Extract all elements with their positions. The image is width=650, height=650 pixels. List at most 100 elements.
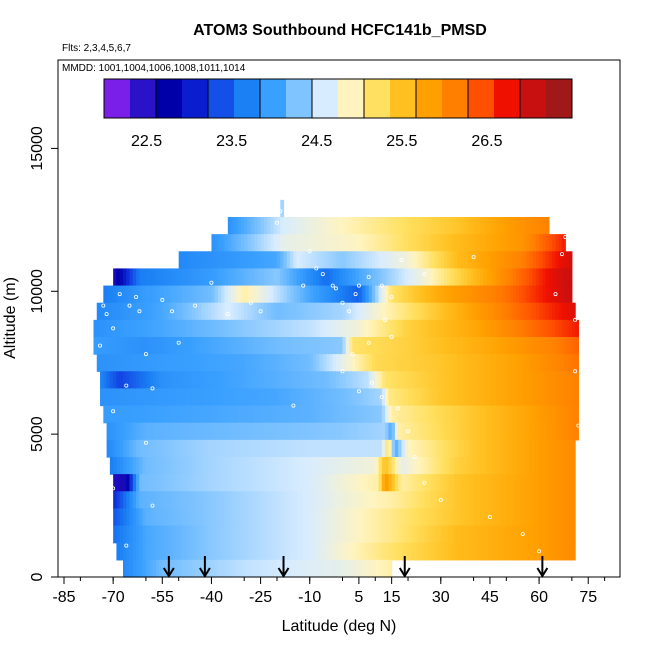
heatmap-cell bbox=[493, 542, 498, 561]
heatmap-cell bbox=[447, 491, 452, 510]
heatmap-cell bbox=[401, 525, 406, 544]
heatmap-cell bbox=[113, 285, 118, 304]
chart-title: ATOM3 Southbound HCFC141b_PMSD bbox=[193, 22, 487, 39]
heatmap-cell bbox=[181, 405, 186, 424]
heatmap-cell bbox=[126, 337, 131, 355]
heatmap-cell bbox=[525, 302, 530, 321]
heatmap-cell bbox=[489, 319, 494, 338]
heatmap-cell bbox=[345, 525, 350, 544]
heatmap-cell bbox=[506, 457, 511, 475]
heatmap-cell bbox=[362, 491, 367, 510]
heatmap-cell bbox=[355, 525, 360, 544]
heatmap-cell bbox=[411, 354, 416, 372]
heatmap-cell bbox=[188, 405, 193, 424]
heatmap-cell bbox=[512, 234, 517, 252]
heatmap-cell bbox=[335, 457, 340, 475]
heatmap-cell bbox=[165, 319, 170, 338]
heatmap-cell bbox=[122, 457, 127, 475]
heatmap-cell bbox=[122, 422, 127, 441]
heatmap-cell bbox=[358, 371, 363, 390]
heatmap-cell bbox=[408, 457, 412, 475]
heatmap-cell bbox=[231, 371, 235, 390]
heatmap-cell bbox=[358, 217, 363, 235]
heatmap-cell bbox=[139, 371, 144, 390]
heatmap-cell bbox=[273, 354, 278, 372]
heatmap-cell bbox=[535, 388, 540, 407]
heatmap-cell bbox=[116, 319, 121, 338]
heatmap-cell bbox=[188, 319, 193, 338]
heatmap-cell bbox=[303, 319, 308, 338]
heatmap-cell bbox=[191, 491, 196, 510]
heatmap-cell bbox=[522, 457, 527, 475]
heatmap-cell bbox=[303, 525, 308, 544]
heatmap-cell bbox=[375, 508, 380, 527]
sample-point bbox=[379, 283, 384, 288]
heatmap-cell bbox=[548, 422, 553, 441]
heatmap-cell bbox=[162, 285, 167, 304]
heatmap-cell bbox=[342, 337, 347, 355]
heatmap-cell bbox=[408, 491, 412, 510]
heatmap-cell bbox=[404, 337, 409, 355]
heatmap-cell bbox=[342, 559, 347, 578]
heatmap-cell bbox=[267, 559, 272, 578]
heatmap-cell bbox=[539, 354, 543, 372]
heatmap-cell bbox=[122, 337, 127, 355]
heatmap-cell bbox=[529, 234, 534, 252]
latitude-markers bbox=[162, 556, 549, 578]
heatmap-cell bbox=[381, 251, 386, 270]
heatmap-cell bbox=[548, 457, 553, 475]
heatmap-cell bbox=[139, 388, 144, 407]
heatmap-cell bbox=[257, 422, 262, 441]
heatmap-cell bbox=[306, 422, 311, 441]
heatmap-cell bbox=[470, 542, 475, 561]
heatmap-cell bbox=[296, 439, 301, 458]
heatmap-cell bbox=[113, 405, 118, 424]
heatmap-cell bbox=[532, 422, 537, 441]
heatmap-cell bbox=[529, 405, 534, 424]
heatmap-cell bbox=[126, 354, 131, 372]
heatmap-cell bbox=[568, 371, 573, 390]
heatmap-cell bbox=[368, 285, 373, 304]
heatmap-cell bbox=[444, 217, 448, 235]
heatmap-cell bbox=[316, 302, 321, 321]
heatmap-cell bbox=[411, 525, 416, 544]
heatmap-cell bbox=[493, 371, 498, 390]
heatmap-cell bbox=[267, 405, 272, 424]
heatmap-cell bbox=[512, 268, 517, 287]
heatmap-cell bbox=[332, 388, 337, 407]
heatmap-cell bbox=[296, 525, 301, 544]
heatmap-cell bbox=[208, 354, 213, 372]
heatmap-cell bbox=[280, 559, 285, 578]
colorbar-swatch bbox=[130, 79, 157, 118]
heatmap-cell bbox=[457, 405, 462, 424]
colorbar-tick-label: 24.5 bbox=[301, 133, 332, 150]
heatmap-cell bbox=[401, 302, 406, 321]
heatmap-cell bbox=[254, 405, 258, 424]
heatmap-cell bbox=[496, 457, 501, 475]
heatmap-cell bbox=[483, 217, 488, 235]
heatmap-cell bbox=[525, 285, 530, 304]
heatmap-cell bbox=[155, 302, 160, 321]
heatmap-cell bbox=[470, 251, 475, 270]
heatmap-cell bbox=[244, 319, 249, 338]
heatmap-cell bbox=[355, 405, 360, 424]
heatmap-cell bbox=[181, 525, 186, 544]
heatmap-cell bbox=[381, 337, 386, 355]
heatmap-cell bbox=[342, 285, 347, 304]
heatmap-cell bbox=[165, 422, 170, 441]
heatmap-cell bbox=[303, 217, 308, 235]
heatmap-cell bbox=[519, 319, 524, 338]
heatmap-cell bbox=[457, 525, 462, 544]
heatmap-cell bbox=[480, 285, 484, 304]
heatmap-cell bbox=[352, 217, 357, 235]
heatmap-cell bbox=[509, 234, 514, 252]
heatmap-cell bbox=[326, 559, 330, 578]
colorbar-tick-label: 22.5 bbox=[131, 133, 162, 150]
heatmap-cell bbox=[453, 354, 458, 372]
heatmap-cell bbox=[548, 354, 553, 372]
heatmap-cell bbox=[296, 559, 301, 578]
heatmap-cell bbox=[539, 457, 543, 475]
heatmap-cell bbox=[401, 542, 406, 561]
heatmap-cell bbox=[257, 405, 262, 424]
heatmap-cell bbox=[181, 422, 186, 441]
